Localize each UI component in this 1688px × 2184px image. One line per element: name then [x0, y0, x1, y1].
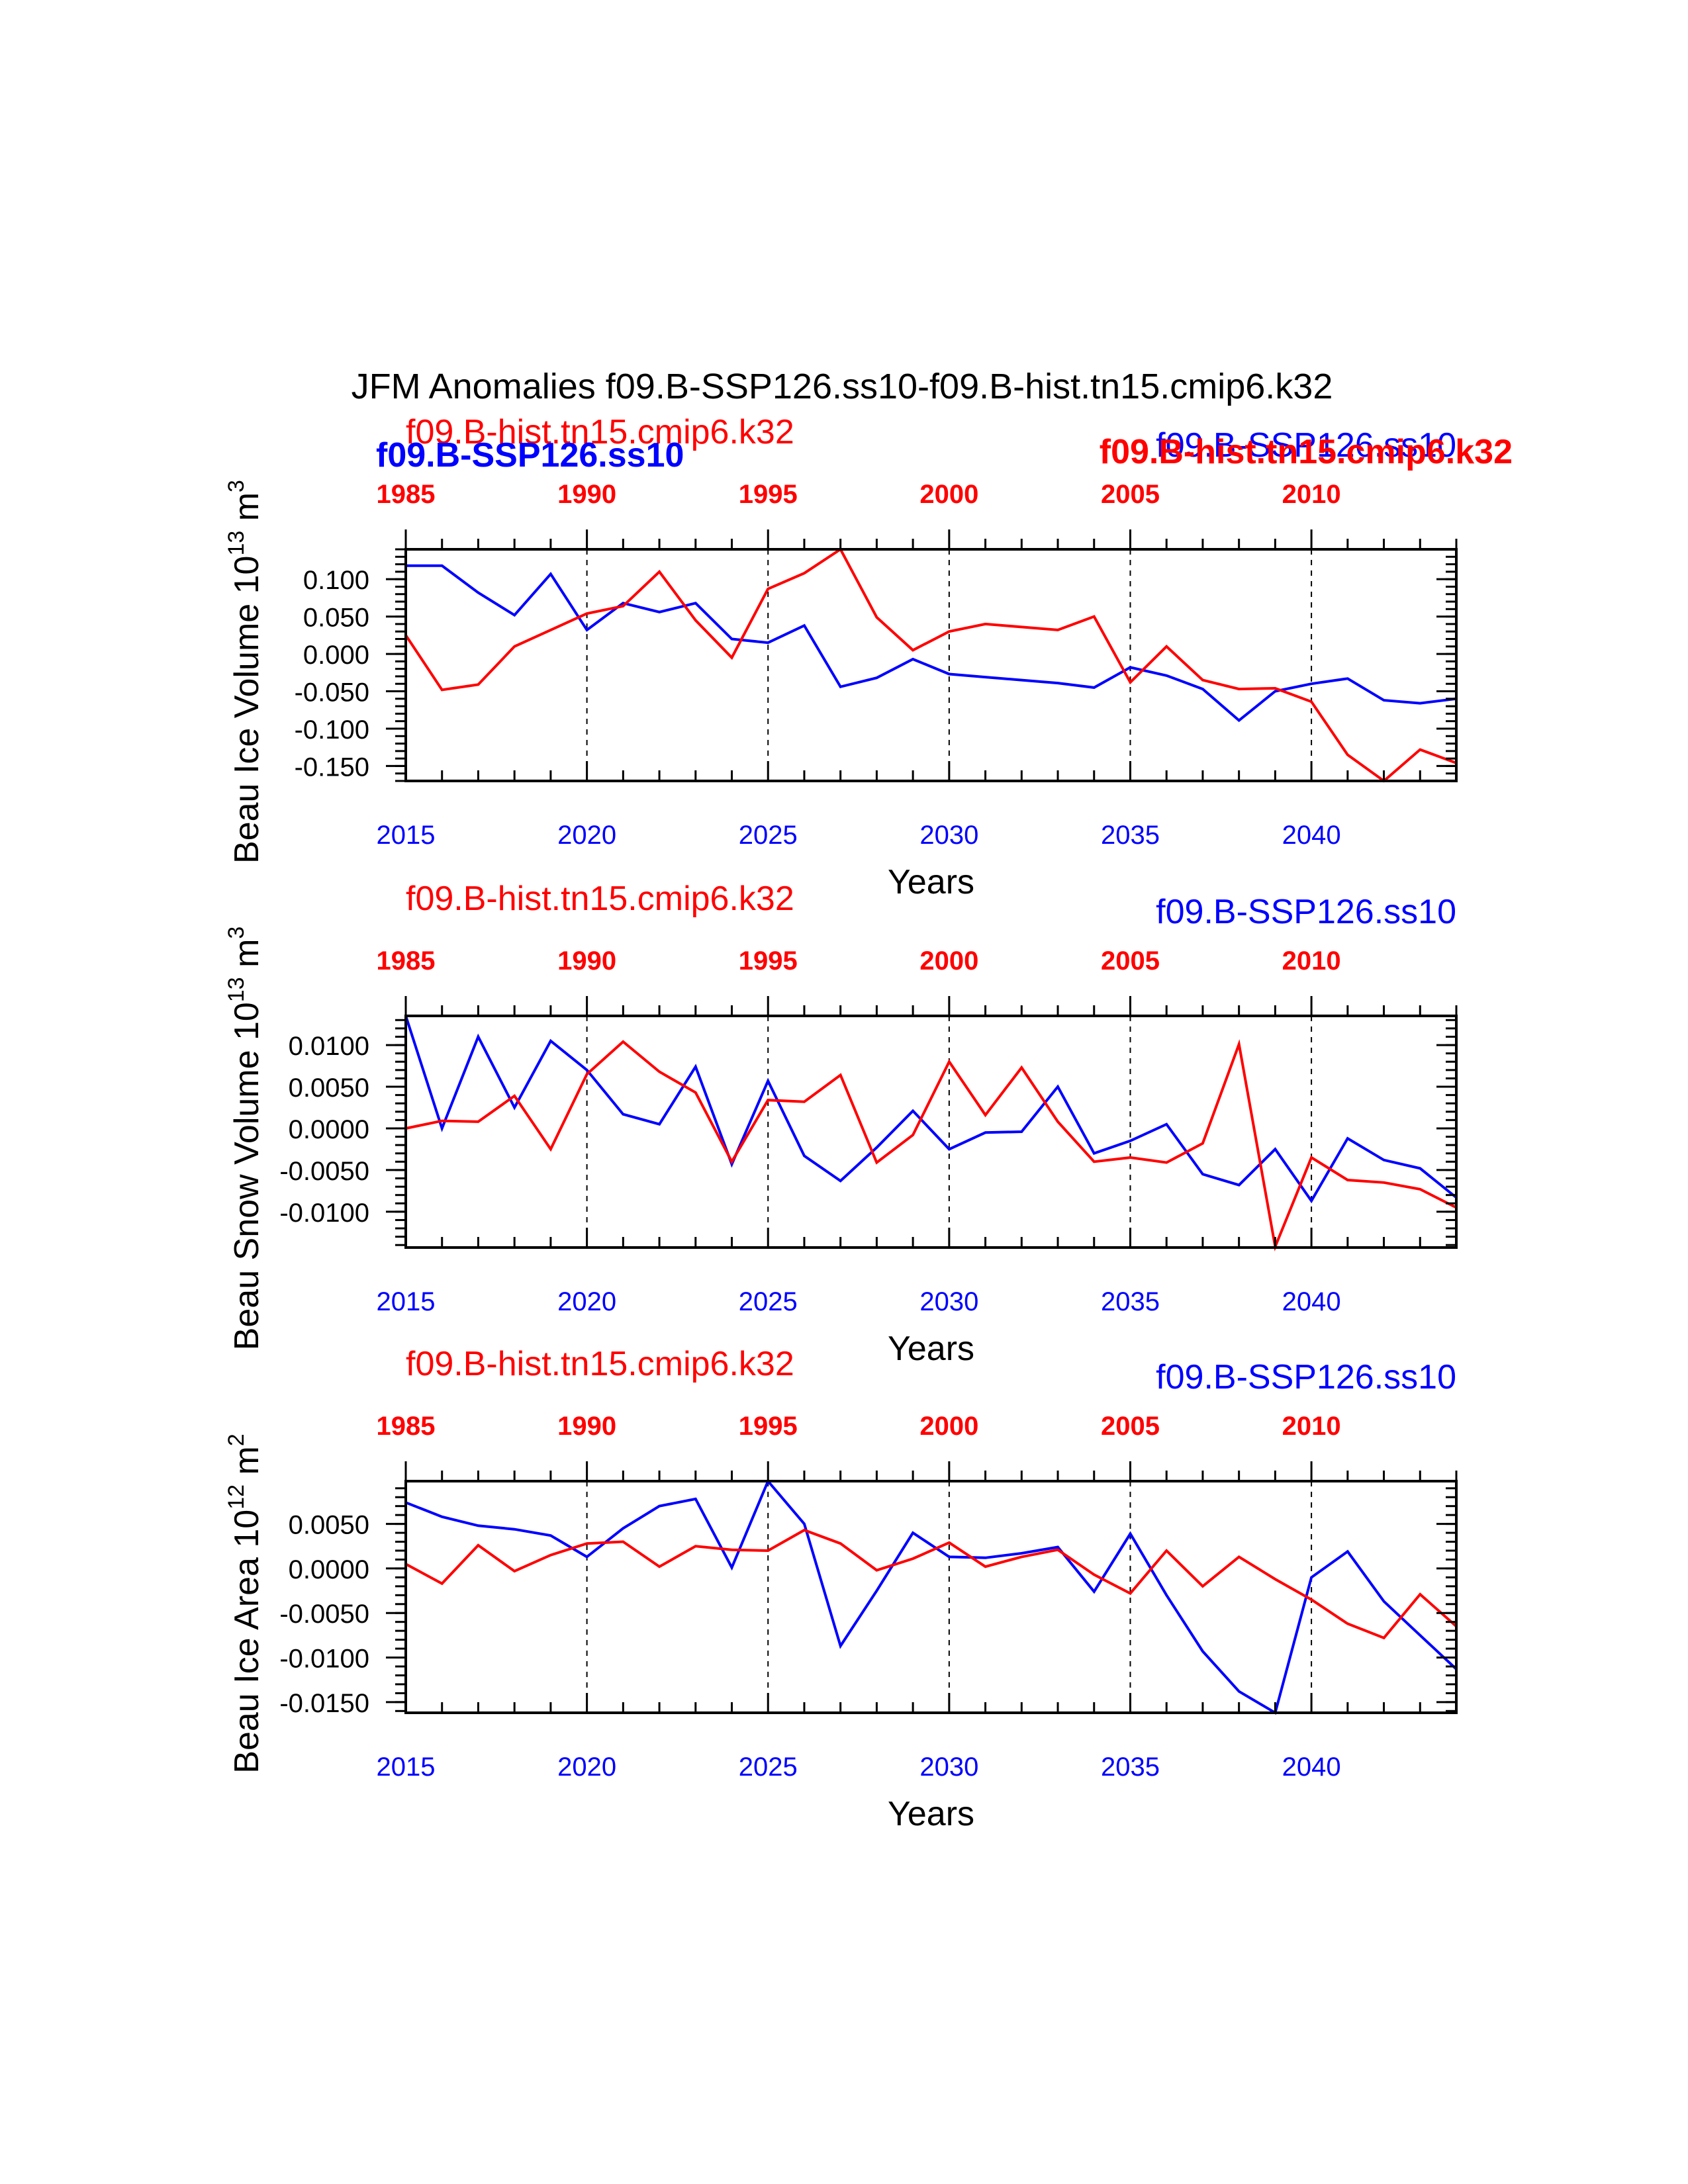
y-tick-label: 0.0100: [289, 1032, 369, 1061]
hist-series-line: [405, 1528, 1458, 1640]
legend-hist-label: f09.B-hist.tn15.cmip6.k32: [406, 880, 794, 918]
top-tick-label: 1995: [739, 480, 798, 509]
legend-ssp-label: f09.B-SSP126.ss10: [1156, 1358, 1456, 1396]
top-tick-label: 1985: [377, 480, 436, 509]
plot-frame: [404, 1015, 1458, 1249]
top-tick-label: 2000: [919, 480, 978, 509]
x-tick-label: 2025: [739, 1287, 798, 1316]
figure-title: JFM Anomalies f09.B-SSP126.ss10-f09.B-hi…: [352, 367, 1333, 406]
x-tick-label: 2030: [919, 1287, 978, 1316]
top-tick-label: 2005: [1101, 1412, 1160, 1441]
legend-hist-label: f09.B-hist.tn15.cmip6.k32: [406, 1345, 794, 1383]
x-tick-label: 2015: [377, 1287, 436, 1316]
chart-panel-3: 0.0050 0.0000 -0.0050 -0.0100 -0.0150 2015 202…: [224, 1345, 1458, 1833]
x-tick-label: 2025: [739, 1752, 798, 1782]
chart-panel-1: 0.100 0.050 0.000 -0.050 -0.100 -0.150 2015 202…: [224, 413, 1513, 901]
hist-series-line: [404, 547, 1457, 783]
y-tick-label: 0.100: [303, 566, 369, 595]
x-tick-label: 2040: [1282, 1287, 1341, 1316]
x-tick-label: 2015: [377, 821, 436, 850]
legend-hist-label-bold: f09.B-hist.tn15.cmip6.k32: [1100, 433, 1513, 471]
top-tick-label: 1985: [377, 1412, 436, 1441]
y-axis-title: Beau Ice Volume 1013 m3: [224, 480, 266, 864]
top-tick-label: 1985: [377, 946, 436, 976]
legend-ssp-label-bold: f09.B-SSP126.ss10: [376, 436, 684, 475]
y-axis-title: Beau Snow Volume 1013 m3: [224, 927, 266, 1351]
top-tick-label: 2010: [1282, 480, 1341, 509]
top-tick-label: 1995: [739, 946, 798, 976]
top-tick-label: 2000: [919, 946, 978, 976]
y-tick-label: -0.0100: [279, 1645, 369, 1674]
y-tick-label: -0.100: [295, 715, 369, 745]
top-tick-label: 1990: [557, 1412, 616, 1441]
chart-panel-2: 0.0100 0.0050 0.0000 -0.0050 -0.0100 2015 2020…: [224, 880, 1458, 1368]
y-tick-label: 0.050: [303, 604, 369, 633]
top-tick-label: 2010: [1282, 946, 1341, 976]
y-tick-label: -0.0100: [279, 1199, 369, 1228]
y-tick-label: -0.0050: [279, 1157, 369, 1186]
legend-hist-label: f09.B-hist.tn15.cmip6.k32: [406, 413, 794, 451]
y-tick-label: 0.0050: [289, 1073, 369, 1103]
x-tick-label: 2020: [557, 1287, 616, 1316]
x-tick-label: 2020: [557, 1752, 616, 1782]
x-tick-label: 2035: [1101, 1752, 1160, 1782]
x-tick-label: 2020: [557, 821, 616, 850]
x-tick-label: 2025: [739, 821, 798, 850]
x-axis-title: Years: [888, 863, 974, 901]
x-tick-label: 2040: [1282, 1752, 1341, 1782]
legend-ssp-label: f09.B-SSP126.ss10: [1156, 426, 1456, 465]
y-tick-label: 0.000: [303, 641, 369, 670]
plot-frame: [404, 1480, 1458, 1714]
top-tick-label: 1990: [557, 946, 616, 976]
y-axis-title: Beau Ice Area 1012 m2: [224, 1433, 266, 1773]
x-axis-title: Years: [888, 1330, 974, 1368]
top-tick-label: 2000: [919, 1412, 978, 1441]
y-tick-label: -0.050: [295, 678, 369, 707]
x-tick-label: 2015: [377, 1752, 436, 1782]
top-tick-label: 2005: [1101, 480, 1160, 509]
plot-frame: [404, 548, 1458, 782]
x-tick-label: 2040: [1282, 821, 1341, 850]
x-tick-label: 2030: [919, 1752, 978, 1782]
top-tick-label: 2005: [1101, 946, 1160, 976]
x-tick-label: 2030: [919, 821, 978, 850]
y-tick-label: 0.0050: [289, 1511, 369, 1540]
ssp-series-line: [404, 1015, 1458, 1204]
legend-ssp-label: f09.B-SSP126.ss10: [1156, 893, 1456, 931]
x-tick-label: 2035: [1101, 1287, 1160, 1316]
x-tick-label: 2035: [1101, 821, 1160, 850]
y-tick-label: -0.0050: [279, 1600, 369, 1629]
top-tick-label: 2010: [1282, 1412, 1341, 1441]
y-tick-label: -0.0150: [279, 1689, 369, 1718]
panels: 0.100 0.050 0.000 -0.050 -0.100 -0.150 2015 202…: [224, 413, 1513, 1833]
ssp-series-line: [405, 1479, 1458, 1715]
x-axis-title: Years: [888, 1795, 974, 1833]
hist-series-line: [405, 1039, 1457, 1251]
y-tick-label: 0.0000: [289, 1555, 369, 1584]
y-tick-label: 0.0000: [289, 1115, 369, 1144]
top-tick-label: 1990: [557, 480, 616, 509]
top-tick-label: 1995: [739, 1412, 798, 1441]
y-tick-label: -0.150: [295, 752, 369, 782]
